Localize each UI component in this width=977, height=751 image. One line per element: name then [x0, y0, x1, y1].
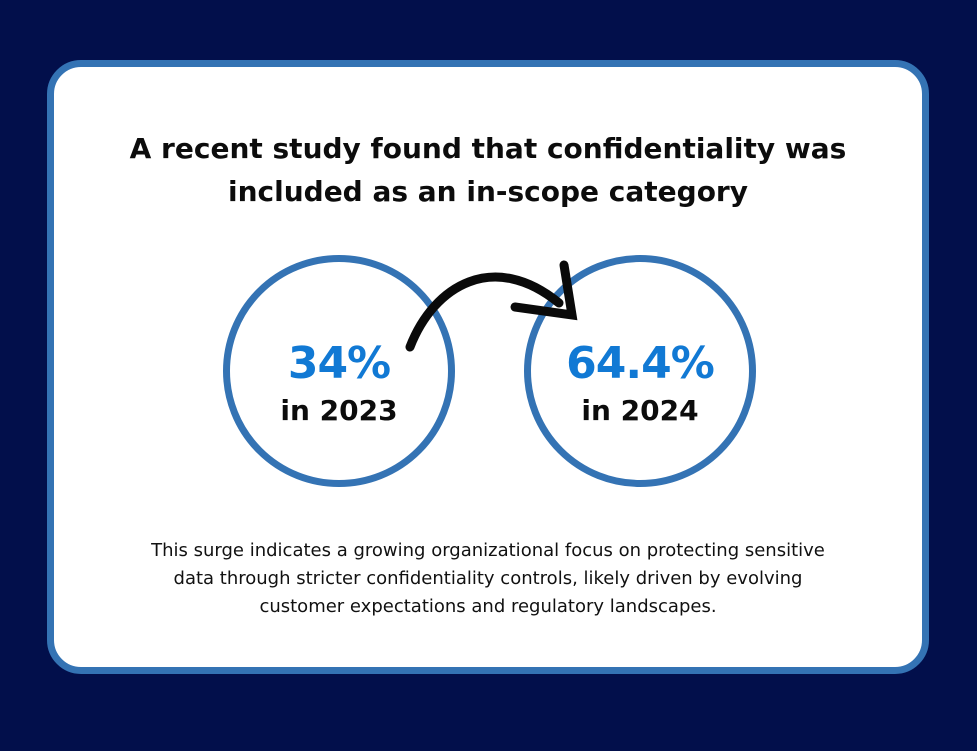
stat-circle-2023: 34% in 2023 — [223, 255, 455, 487]
description-text: This surge indicates a growing organizat… — [94, 537, 882, 621]
stat-year-2023: in 2023 — [280, 394, 398, 427]
stat-year-2024: in 2024 — [581, 394, 699, 427]
headline: A recent study found that confidentialit… — [54, 127, 922, 213]
stat-value-2023: 34% — [287, 338, 391, 389]
stat-value-2024: 64.4% — [566, 338, 715, 389]
headline-line-1: A recent study found that confidentialit… — [129, 132, 847, 165]
description-line-1: This surge indicates a growing organizat… — [151, 540, 825, 561]
curved-arrow-icon — [405, 260, 578, 352]
description-line-2: data through stricter confidentiality co… — [173, 568, 803, 589]
info-card: A recent study found that confidentialit… — [47, 60, 929, 674]
description-line-3: customer expectations and regulatory lan… — [259, 596, 717, 617]
stat-circle-2024: 64.4% in 2024 — [524, 255, 756, 487]
headline-line-2: included as an in-scope category — [227, 175, 748, 208]
